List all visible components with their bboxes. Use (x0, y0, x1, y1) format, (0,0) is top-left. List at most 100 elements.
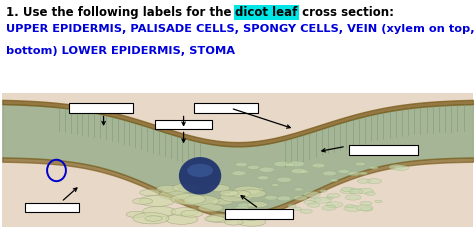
Bar (2, 93, 473, 227)
Ellipse shape (356, 205, 373, 211)
Ellipse shape (285, 163, 295, 166)
Ellipse shape (207, 185, 230, 192)
Ellipse shape (139, 196, 174, 207)
Ellipse shape (259, 167, 274, 172)
Ellipse shape (322, 171, 337, 176)
Ellipse shape (187, 164, 213, 177)
Ellipse shape (156, 185, 179, 192)
Ellipse shape (234, 206, 249, 211)
Ellipse shape (234, 186, 261, 195)
Ellipse shape (140, 189, 160, 196)
Ellipse shape (330, 179, 338, 182)
Ellipse shape (365, 192, 375, 195)
Ellipse shape (327, 205, 336, 208)
Ellipse shape (366, 179, 382, 184)
Ellipse shape (359, 172, 367, 175)
Ellipse shape (389, 165, 403, 169)
Ellipse shape (179, 157, 221, 195)
Ellipse shape (346, 205, 355, 208)
Ellipse shape (238, 203, 252, 208)
Ellipse shape (143, 206, 176, 217)
Ellipse shape (259, 209, 271, 213)
Ellipse shape (171, 194, 206, 204)
Text: dicot leaf: dicot leaf (235, 6, 298, 19)
Ellipse shape (224, 219, 244, 225)
Ellipse shape (274, 161, 289, 166)
Ellipse shape (348, 172, 360, 176)
Ellipse shape (269, 209, 282, 214)
Ellipse shape (394, 165, 409, 170)
Ellipse shape (159, 190, 190, 199)
Ellipse shape (133, 198, 153, 204)
Bar (194, 103, 258, 113)
Ellipse shape (205, 216, 225, 222)
Ellipse shape (126, 211, 146, 218)
Ellipse shape (303, 191, 320, 197)
Ellipse shape (361, 207, 373, 211)
Ellipse shape (219, 190, 238, 196)
Ellipse shape (277, 177, 292, 182)
Ellipse shape (257, 176, 269, 180)
Ellipse shape (357, 179, 370, 183)
Ellipse shape (232, 171, 246, 176)
Ellipse shape (248, 202, 268, 208)
Ellipse shape (133, 213, 169, 224)
Ellipse shape (288, 204, 296, 207)
Ellipse shape (247, 165, 260, 169)
Ellipse shape (326, 196, 334, 199)
Ellipse shape (374, 200, 382, 203)
Bar (349, 145, 418, 155)
Ellipse shape (310, 198, 321, 202)
Ellipse shape (288, 161, 304, 167)
Ellipse shape (277, 196, 291, 201)
Ellipse shape (357, 188, 374, 194)
Ellipse shape (165, 214, 198, 224)
Ellipse shape (322, 205, 336, 210)
Text: 1. Use the following labels for the: 1. Use the following labels for the (6, 6, 235, 19)
Ellipse shape (351, 189, 361, 192)
Ellipse shape (239, 189, 266, 198)
Ellipse shape (344, 206, 361, 212)
Ellipse shape (326, 202, 343, 207)
Ellipse shape (345, 195, 361, 200)
Ellipse shape (199, 204, 223, 212)
Ellipse shape (370, 166, 378, 169)
Ellipse shape (338, 169, 350, 173)
Ellipse shape (228, 191, 250, 197)
Ellipse shape (304, 200, 315, 204)
Ellipse shape (340, 188, 356, 194)
Ellipse shape (255, 188, 264, 191)
Ellipse shape (264, 196, 278, 200)
Text: UPPER EPIDERMIS, PALISADE CELLS, SPONGY CELLS, VEIN (xylem on top, phloem on: UPPER EPIDERMIS, PALISADE CELLS, SPONGY … (6, 24, 474, 34)
Ellipse shape (173, 183, 202, 192)
Ellipse shape (320, 190, 327, 192)
Bar (25, 203, 79, 212)
Bar (225, 209, 293, 219)
Ellipse shape (294, 188, 303, 191)
Ellipse shape (300, 170, 309, 173)
Ellipse shape (184, 195, 219, 206)
Bar (70, 103, 133, 113)
Ellipse shape (300, 209, 312, 213)
Ellipse shape (240, 213, 263, 220)
Ellipse shape (312, 163, 325, 168)
Ellipse shape (237, 217, 266, 226)
Ellipse shape (349, 189, 363, 194)
Ellipse shape (181, 210, 203, 217)
Ellipse shape (236, 162, 247, 166)
Ellipse shape (271, 184, 279, 186)
Bar (155, 120, 212, 129)
Ellipse shape (327, 193, 340, 198)
Ellipse shape (145, 216, 163, 221)
Ellipse shape (220, 192, 253, 202)
Ellipse shape (308, 203, 320, 207)
Ellipse shape (229, 208, 249, 215)
Ellipse shape (291, 168, 307, 174)
Ellipse shape (171, 207, 198, 216)
Text: bottom) LOWER EPIDERMIS, STOMA: bottom) LOWER EPIDERMIS, STOMA (6, 46, 235, 56)
Ellipse shape (341, 187, 355, 192)
Ellipse shape (212, 198, 233, 205)
Ellipse shape (293, 196, 307, 200)
Text: cross section:: cross section: (298, 6, 394, 19)
Ellipse shape (293, 207, 301, 210)
